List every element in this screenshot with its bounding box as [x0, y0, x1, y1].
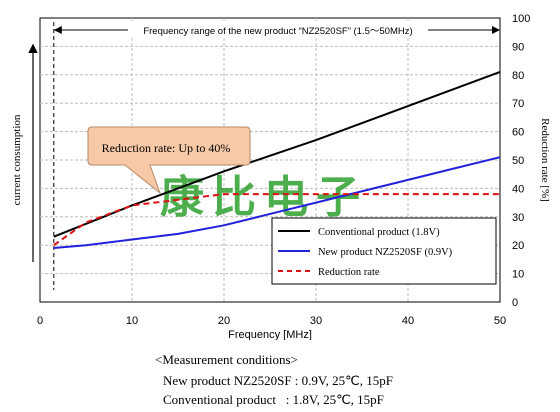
tick-label-y: 50 [512, 155, 524, 167]
series-reduction-rate-line [53, 193, 500, 247]
legend-label-reduction-rate: Reduction rate [318, 267, 380, 278]
chart-title-background [128, 23, 428, 38]
tick-label-x: 0 [37, 315, 43, 327]
chart-title: Frequency range of the new product “NZ25… [143, 26, 412, 37]
tick-label-y: 70 [512, 98, 524, 110]
measurement-condition-new-product: New product NZ2520SF : 0.9V, 25℃, 15pF [163, 373, 393, 388]
tick-label-y: 40 [512, 183, 524, 195]
tick-label-y: 90 [512, 41, 524, 53]
measurement-conditions-heading: <Measurement conditions> [155, 352, 298, 367]
tick-label-y: 30 [512, 212, 524, 224]
tick-label-x: 50 [494, 315, 506, 327]
tick-label-y: 10 [512, 269, 524, 281]
callout-text: Reduction rate: Up to 40% [102, 141, 231, 155]
tick-label-y: 20 [512, 240, 524, 252]
callout: Reduction rate: Up to 40% [87, 126, 251, 195]
tick-label-x: 20 [218, 315, 230, 327]
legend-label-new-product: New product NZ2520SF (0.9V) [318, 247, 453, 258]
legend: Conventional product (1.8V) New product … [271, 217, 497, 285]
tick-label-y: 100 [512, 13, 530, 25]
x-axis-label: Frequency [MHz] [228, 329, 312, 340]
tick-labels: 0 10 20 30 40 50 60 70 80 90 100 0 10 20 30 40 50 [37, 13, 530, 327]
tick-label-x: 30 [310, 315, 322, 327]
y-axis-label-right: Reduction rate [%] [539, 118, 551, 202]
gridlines [40, 18, 500, 302]
tick-label-x: 10 [126, 315, 138, 327]
series-new-product-line [53, 156, 501, 250]
y-axis-label-left: current consumption [11, 114, 23, 205]
legend-label-conventional: Conventional product (1.8V) [318, 227, 440, 238]
tick-label-y: 80 [512, 70, 524, 82]
tick-label-y: 60 [512, 127, 524, 139]
tick-label-x: 40 [402, 315, 414, 327]
measurement-condition-conventional: Conventional product : 1.8V, 25℃, 15pF [163, 392, 384, 407]
series-lines [53, 71, 501, 250]
chart-svg: 0 10 20 30 40 50 60 70 80 90 100 0 10 20 30 40 50 curren… [11, 13, 551, 340]
tick-label-y: 0 [512, 297, 518, 309]
